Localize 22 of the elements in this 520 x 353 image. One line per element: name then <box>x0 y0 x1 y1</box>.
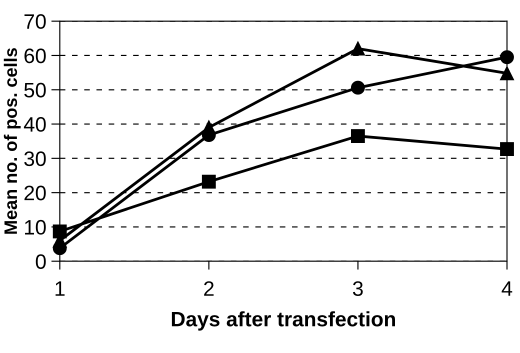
point <box>500 142 514 156</box>
y-tick-label: 60 <box>24 48 46 64</box>
y-tick-label: 50 <box>24 82 46 98</box>
x-tick-label: 1 <box>56 281 65 296</box>
point <box>350 80 365 95</box>
point <box>350 42 365 56</box>
y-tick-label: 40 <box>24 117 46 132</box>
x-tick-label: 4 <box>502 281 512 296</box>
point <box>202 174 216 189</box>
y-tick-label: 10 <box>25 220 46 235</box>
y-tick-label: 20 <box>24 186 46 200</box>
y-axis-title: Mean no. of pos. cells <box>4 48 21 234</box>
point <box>500 66 514 80</box>
point <box>500 50 514 64</box>
x-tick-label: 2 <box>204 281 214 296</box>
point <box>202 120 216 134</box>
x-axis-title: Days after transfection <box>172 311 396 331</box>
point <box>350 129 365 143</box>
y-tick-label: 30 <box>24 151 46 166</box>
y-tick-label: 70 <box>24 14 46 29</box>
y-tick-label: 0 <box>36 254 46 269</box>
x-tick-label: 3 <box>352 281 363 296</box>
